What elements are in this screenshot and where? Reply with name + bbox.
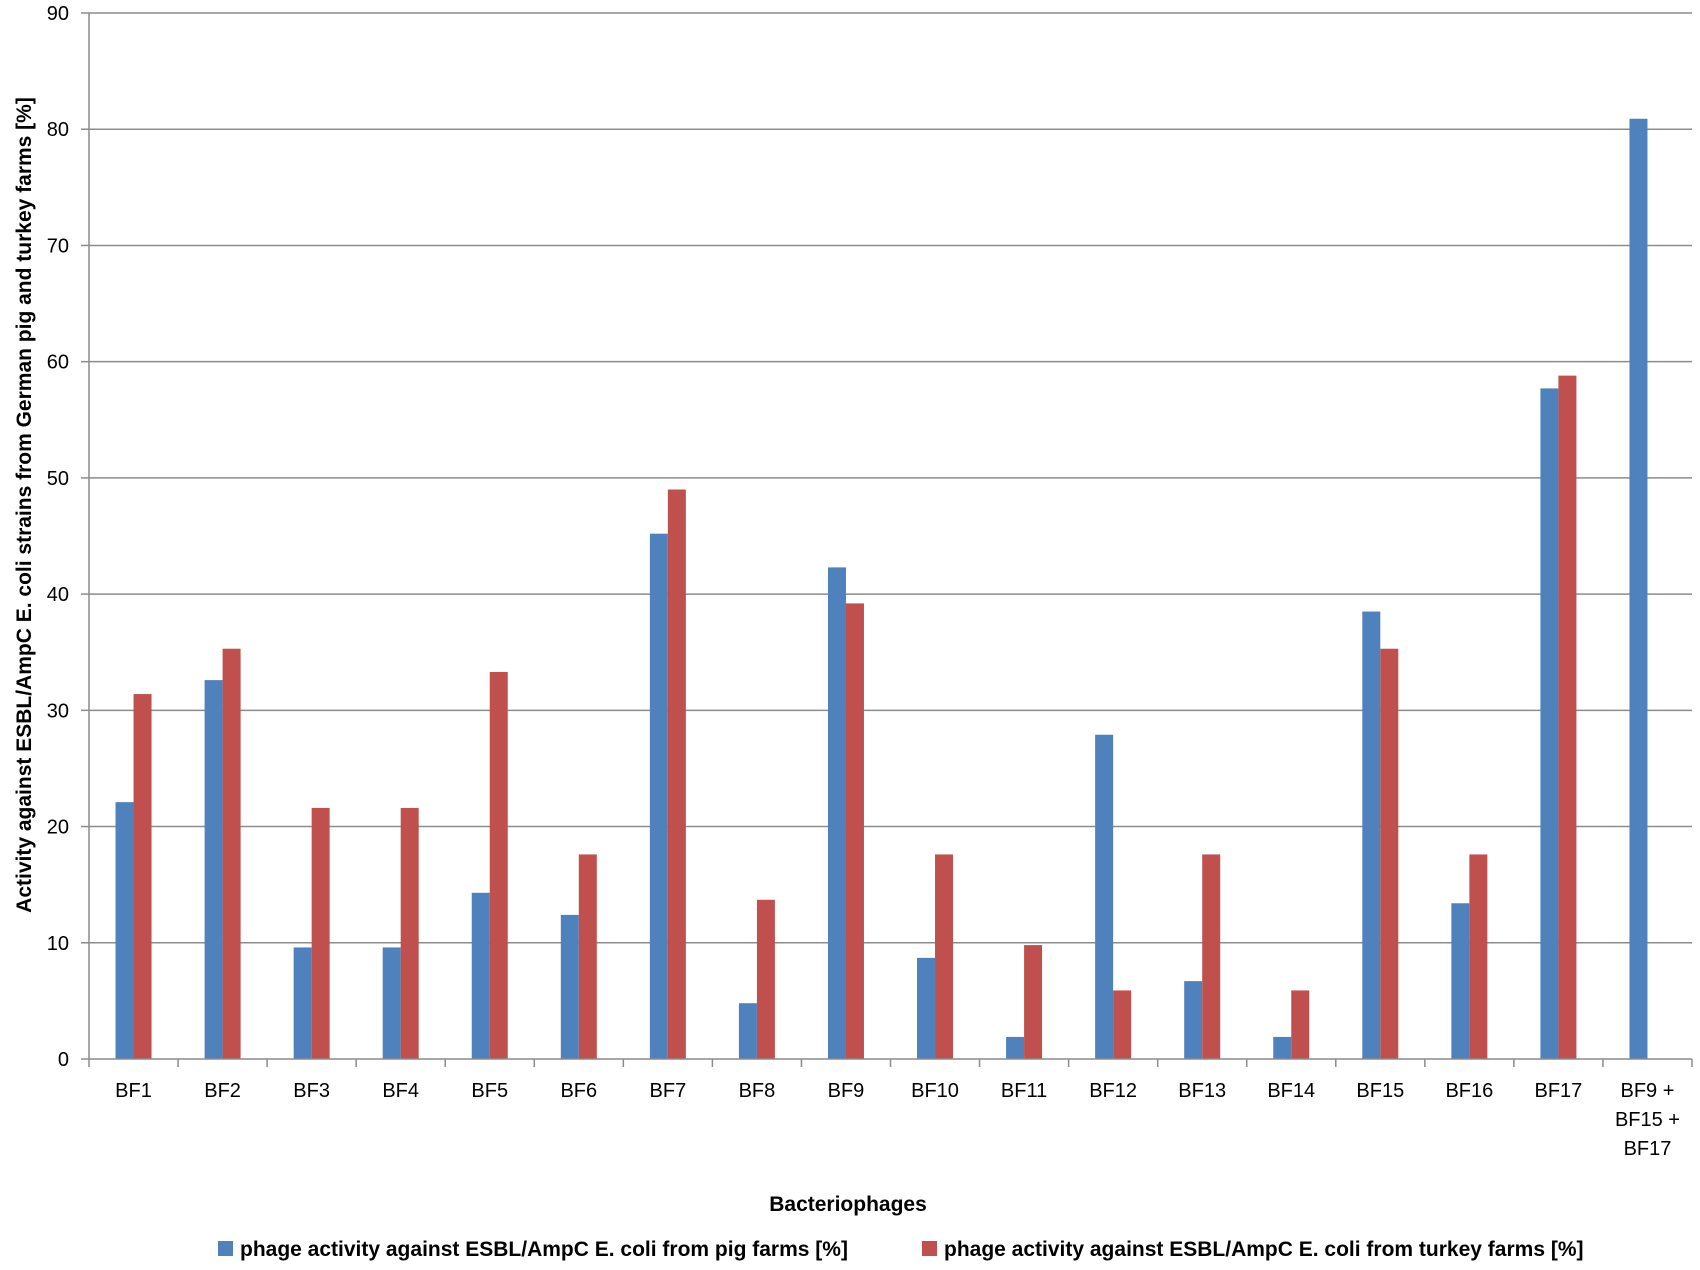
- axes: [88, 13, 1693, 1067]
- bar-pig: [1184, 981, 1203, 1059]
- bar-pig: [1095, 734, 1114, 1059]
- bar-pig: [738, 1003, 757, 1059]
- y-axis-title: Activity against ESBL/AmpC E. coli strai…: [13, 97, 36, 913]
- bars: [115, 118, 1648, 1060]
- x-tick-label: BF11: [1001, 1080, 1047, 1102]
- x-tick-label: BF12: [1089, 1080, 1137, 1102]
- y-tick-label: 60: [47, 352, 69, 374]
- bar-turkey: [1291, 990, 1310, 1059]
- x-tick-label: BF2: [204, 1080, 241, 1102]
- x-tick-label: BF4: [382, 1080, 419, 1102]
- x-tick-label: BF15: [1356, 1080, 1404, 1102]
- bar-turkey: [222, 648, 241, 1059]
- bar-turkey: [578, 854, 597, 1059]
- bar-turkey: [667, 489, 686, 1059]
- y-tick-label: 80: [47, 119, 69, 141]
- bar-turkey: [133, 694, 152, 1059]
- bar-turkey: [1380, 648, 1399, 1059]
- y-tick-label: 70: [47, 235, 69, 257]
- x-tick-label: BF1: [115, 1080, 152, 1102]
- x-tick-label: BF13: [1178, 1080, 1226, 1102]
- bar-turkey: [845, 603, 864, 1059]
- legend-swatch-turkey: [922, 1241, 937, 1256]
- x-tick-label: BF14: [1267, 1080, 1315, 1102]
- bar-pig: [1451, 903, 1470, 1059]
- bar-turkey: [311, 807, 330, 1059]
- x-tick-label: BF10: [911, 1080, 959, 1102]
- legend-label-turkey: phage activity against ESBL/AmpC E. coli…: [944, 1238, 1584, 1261]
- bar-turkey: [1558, 375, 1577, 1059]
- x-tick-label: BF9 + BF15 + BF17: [1615, 1080, 1680, 1160]
- y-tick-label: 0: [58, 1049, 69, 1071]
- bar-turkey: [489, 671, 508, 1059]
- legend: phage activity against ESBL/AmpC E. coli…: [218, 1238, 1584, 1261]
- y-tick-label: 50: [47, 468, 69, 490]
- x-tick-labels: BF1 BF2 BF3 BF4 BF5 BF6 BF7 BF8 BF9 BF10 BF11 BF12 B…: [115, 1080, 1680, 1160]
- x-tick-label: BF5: [471, 1080, 508, 1102]
- x-tick-label: BF6: [560, 1080, 597, 1102]
- y-tick-labels: 0 10 20 30 40 50 60 70 80 90: [47, 3, 69, 1071]
- y-tick-label: 30: [47, 700, 69, 722]
- bar-turkey: [1113, 990, 1132, 1059]
- bar-pig: [1540, 388, 1559, 1059]
- bar-pig: [649, 533, 668, 1059]
- bar-pig: [917, 957, 936, 1059]
- x-tick-label: BF3: [293, 1080, 330, 1102]
- legend-swatch-pig: [218, 1241, 233, 1256]
- bar-turkey: [1024, 945, 1043, 1059]
- x-axis-title: Bacteriophages: [769, 1193, 927, 1216]
- bar-pig: [204, 680, 223, 1059]
- bar-pig: [1629, 118, 1648, 1060]
- legend-label-pig: phage activity against ESBL/AmpC E. coli…: [240, 1238, 848, 1261]
- gridlines: [81, 12, 1692, 1060]
- bar-pig: [1273, 1036, 1292, 1059]
- bar-pig: [382, 947, 401, 1059]
- bar-pig: [1006, 1036, 1025, 1059]
- bar-pig: [827, 567, 846, 1059]
- bar-turkey: [756, 899, 775, 1059]
- bar-pig: [560, 914, 579, 1059]
- x-tick-label: BF9: [828, 1080, 865, 1102]
- x-tick-label: BF8: [739, 1080, 776, 1102]
- bar-turkey: [935, 854, 954, 1059]
- bar-pig: [293, 947, 312, 1059]
- y-tick-label: 90: [47, 3, 69, 25]
- bar-pig: [1362, 611, 1381, 1059]
- bar-turkey: [400, 807, 419, 1059]
- y-tick-label: 20: [47, 817, 69, 839]
- x-tick-label: BF7: [650, 1080, 687, 1102]
- bar-pig: [115, 802, 134, 1059]
- bar-turkey: [1202, 854, 1221, 1059]
- y-tick-label: 10: [47, 933, 69, 955]
- bar-turkey: [1469, 854, 1488, 1059]
- x-tick-label: BF16: [1445, 1080, 1493, 1102]
- bar-pig: [471, 892, 490, 1059]
- x-tick-label: BF17: [1535, 1080, 1583, 1102]
- y-tick-label: 40: [47, 584, 69, 606]
